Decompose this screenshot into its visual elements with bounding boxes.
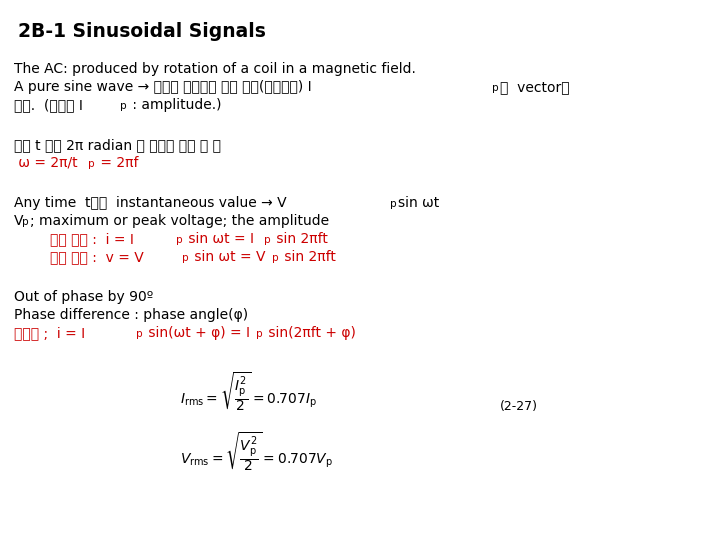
Text: $I_{\rm rms} = \sqrt{\dfrac{I_{\rm p}^{2}}{2}} = 0.707I_{\rm p}$: $I_{\rm rms} = \sqrt{\dfrac{I_{\rm p}^{2…	[180, 370, 317, 413]
Text: 표시.  (여기서 I: 표시. (여기서 I	[14, 98, 83, 112]
Text: p: p	[492, 83, 499, 93]
Text: sin 2πft: sin 2πft	[272, 232, 328, 246]
Text: sin ωt: sin ωt	[398, 196, 439, 210]
Text: ; maximum or peak voltage; the amplitude: ; maximum or peak voltage; the amplitude	[30, 214, 329, 228]
Text: sin(ωt + φ) = I: sin(ωt + φ) = I	[144, 326, 250, 340]
Text: p: p	[272, 253, 279, 263]
Text: p: p	[120, 101, 127, 111]
Text: 순간 전압 :  v = V: 순간 전압 : v = V	[50, 250, 144, 264]
Text: Phase difference : phase angle(φ): Phase difference : phase angle(φ)	[14, 308, 248, 322]
Text: The AC: produced by rotation of a coil in a magnetic field.: The AC: produced by rotation of a coil i…	[14, 62, 416, 76]
Text: ω = 2π/t: ω = 2π/t	[14, 156, 78, 170]
Text: p: p	[182, 253, 189, 263]
Text: : amplitude.): : amplitude.)	[128, 98, 222, 112]
Text: sin 2πft: sin 2πft	[280, 250, 336, 264]
Text: sin ωt = V: sin ωt = V	[190, 250, 266, 264]
Text: p: p	[390, 199, 397, 209]
Text: p: p	[22, 217, 29, 227]
Text: Any time  t에서  instantaneous value → V: Any time t에서 instantaneous value → V	[14, 196, 287, 210]
Text: p: p	[136, 329, 143, 339]
Text: 2B-1 Sinusoidal Signals: 2B-1 Sinusoidal Signals	[18, 22, 266, 41]
Text: 순간 전류 :  i = I: 순간 전류 : i = I	[50, 232, 134, 246]
Text: p: p	[264, 235, 271, 245]
Text: sin ωt = I: sin ωt = I	[184, 232, 254, 246]
Text: Out of phase by 90º: Out of phase by 90º	[14, 290, 153, 304]
Text: (2-27): (2-27)	[500, 400, 538, 413]
Text: 주기 t 내에 2π radian 의 속도로 회전 할 때: 주기 t 내에 2π radian 의 속도로 회전 할 때	[14, 138, 221, 152]
Text: p: p	[176, 235, 183, 245]
Text: A pure sine wave → 일정한 각속도로 회전 하는(시계방향) I: A pure sine wave → 일정한 각속도로 회전 하는(시계방향) …	[14, 80, 312, 94]
Text: p: p	[256, 329, 263, 339]
Text: p: p	[88, 159, 94, 169]
Text: = 2πf: = 2πf	[96, 156, 138, 170]
Text: V: V	[14, 214, 24, 228]
Text: $V_{\rm rms} = \sqrt{\dfrac{V_{\rm p}^{2}}{2}} = 0.707V_{\rm p}$: $V_{\rm rms} = \sqrt{\dfrac{V_{\rm p}^{2…	[180, 430, 333, 473]
Text: 일반식 ;  i = I: 일반식 ; i = I	[14, 326, 85, 340]
Text: sin(2πft + φ): sin(2πft + φ)	[264, 326, 356, 340]
Text: 의  vector로: 의 vector로	[500, 80, 570, 94]
